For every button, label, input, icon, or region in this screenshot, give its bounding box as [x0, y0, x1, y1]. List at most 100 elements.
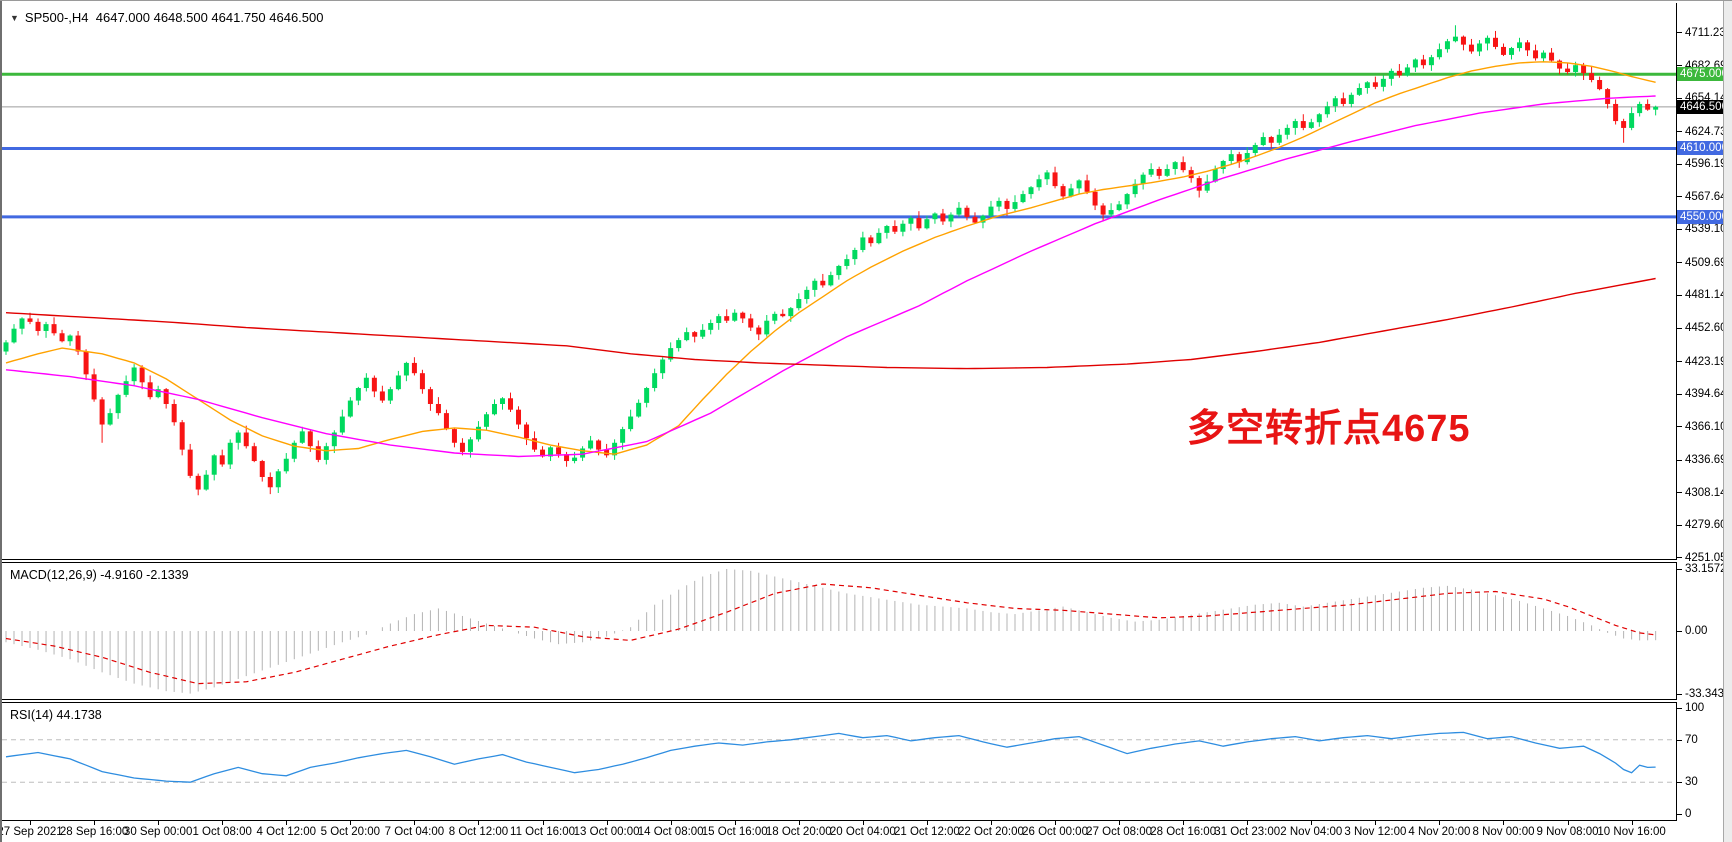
candle-body [427, 389, 433, 404]
candle-body [491, 403, 497, 415]
candle-body [459, 442, 465, 452]
time-axis-label: 4 Oct 12:00 [256, 826, 316, 838]
bull-bear-turning-point-annotation: 多空转折点4675 [1187, 408, 1471, 450]
candle-body [1444, 41, 1450, 50]
candle-body [1452, 36, 1458, 42]
candle-body [868, 237, 874, 244]
macd-axis-tick [1677, 693, 1682, 695]
candle-body [475, 426, 481, 440]
candle-body [451, 429, 457, 443]
candle-body [1460, 36, 1466, 45]
price-axis-tick [1677, 196, 1682, 198]
price-axis-label: 4596.190 [1685, 158, 1732, 171]
candle-body [564, 454, 570, 462]
time-axis-tick [542, 821, 544, 825]
candle-body [1004, 200, 1010, 209]
candle-body [235, 432, 241, 443]
price-axis-label: 4481.145 [1685, 289, 1732, 302]
price-axis[interactable]: 4711.235 4682.690 4654.145 4624.735 4596.190… [1677, 1, 1732, 821]
time-axis[interactable]: 27 Sep 2021 28 Sep 16:00 30 Sep 00:00 1 Oct… [0, 821, 1722, 842]
window-edge-strip [1723, 1, 1732, 842]
candle-body [1156, 168, 1162, 176]
price-axis-tick [1677, 97, 1682, 99]
candle-body [411, 362, 417, 374]
rsi-indicator-panel[interactable]: RSI(14) 44.1738 [2, 702, 1677, 821]
candle-body [572, 457, 578, 462]
time-axis-label: 8 Nov 00:00 [1472, 826, 1535, 838]
candle-body [1252, 145, 1258, 154]
time-axis-tick [1503, 821, 1505, 825]
macd-indicator-panel[interactable]: MACD(12,26,9) -4.9160 -2.1339 [2, 562, 1677, 700]
symbol-dropdown-icon[interactable]: ▼ [10, 13, 19, 23]
candle-body [1020, 194, 1026, 203]
candle-body [596, 440, 602, 450]
rsi-chart-canvas[interactable] [2, 703, 1676, 820]
price-axis-label: 4251.055 [1685, 551, 1732, 564]
candle-body [499, 398, 505, 404]
candle-body [1028, 187, 1034, 195]
macd-chart-canvas[interactable] [2, 563, 1676, 699]
price-axis-tick [1677, 393, 1682, 395]
candle-body [483, 414, 489, 427]
candle-body [724, 316, 730, 321]
ma-mid-magenta-line [5, 95, 1656, 458]
candle-body [1340, 98, 1346, 104]
candle-body [11, 328, 17, 343]
candle-body [1268, 137, 1274, 143]
candle-body [1332, 98, 1338, 107]
candle-body [1076, 180, 1082, 189]
candle-body [187, 449, 193, 476]
candle-body [1420, 59, 1426, 66]
candle-body [91, 374, 97, 400]
candle-body [1092, 191, 1098, 206]
time-axis-tick [1119, 821, 1121, 825]
candle-body [956, 207, 962, 215]
candle-body [1509, 48, 1515, 55]
price-axis-label: 4336.690 [1685, 454, 1732, 467]
candle-body [876, 232, 882, 244]
candle-body [1188, 170, 1194, 179]
time-axis-tick [1247, 821, 1249, 825]
candle-body [1052, 172, 1058, 187]
candle-body [339, 416, 345, 433]
price-chart-panel[interactable]: ▼ SP500-,H4 4647.000 4648.500 4641.750 46… [2, 3, 1677, 560]
candle-body [764, 320, 770, 335]
candle-body [203, 474, 209, 490]
candle-body [363, 377, 369, 389]
candle-body [219, 455, 225, 465]
candle-body [1300, 121, 1306, 128]
candle-body [1484, 37, 1490, 44]
candle-body [1637, 103, 1643, 114]
candle-body [3, 342, 9, 352]
candle-body [1533, 50, 1539, 59]
time-axis-label: 7 Oct 04:00 [384, 826, 445, 838]
candle-body [59, 333, 65, 342]
price-axis-label: 4539.100 [1685, 223, 1732, 236]
candlestick-chart-canvas[interactable] [2, 3, 1676, 558]
candle-body [1148, 168, 1154, 175]
candle-body [852, 249, 858, 260]
candle-body [532, 438, 538, 450]
candle-body [443, 413, 449, 430]
candle-body [211, 455, 217, 475]
candle-body [1396, 70, 1402, 76]
candle-body [1517, 42, 1523, 49]
candle-body [403, 362, 409, 376]
candle-body [131, 367, 137, 382]
time-axis-tick [734, 821, 736, 825]
candle-body [692, 332, 698, 337]
price-axis-tick [1677, 262, 1682, 264]
candle-body [387, 389, 393, 401]
candle-body [1621, 121, 1627, 128]
candle-body [1100, 205, 1106, 215]
time-axis-label: 1 Oct 08:00 [192, 826, 252, 838]
macd-axis-label: -33.3431 [1685, 687, 1731, 700]
candle-body [1212, 168, 1218, 182]
candle-body [1549, 52, 1555, 61]
rsi-indicator-label: RSI(14) 44.1738 [10, 708, 102, 722]
candle-body [996, 200, 1002, 207]
candle-body [355, 388, 361, 401]
rsi-line [5, 731, 1656, 783]
candle-body [1228, 154, 1234, 162]
time-axis-label: 5 Oct 20:00 [320, 826, 381, 838]
